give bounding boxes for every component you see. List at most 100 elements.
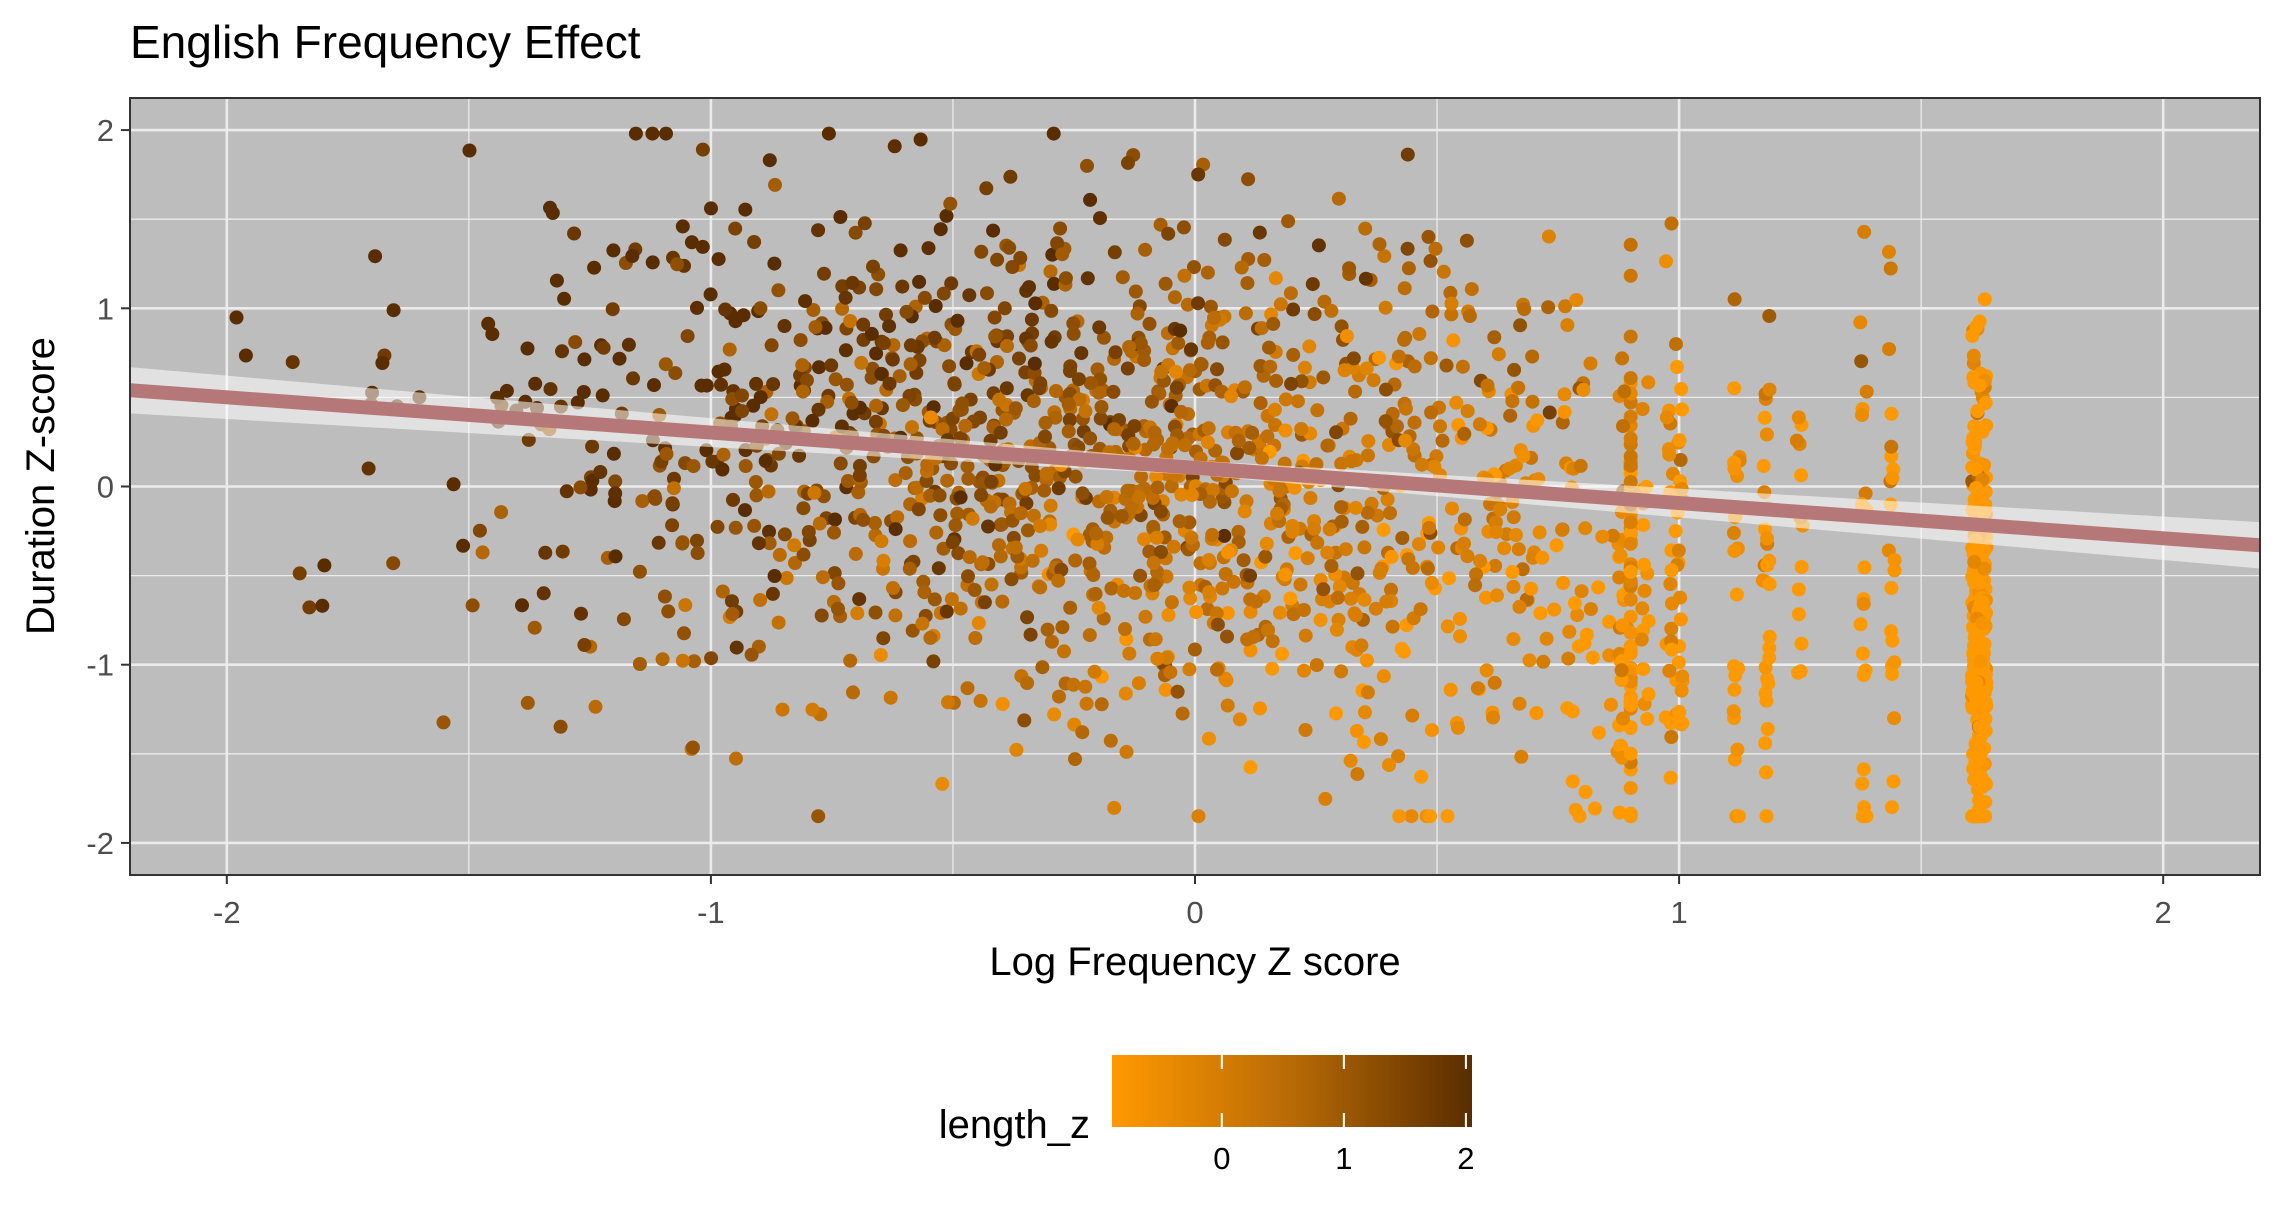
scatter-point [1249,594,1264,609]
scatter-point [1118,622,1132,636]
scatter-point [1062,412,1077,427]
scatter-point [1396,644,1411,659]
scatter-point [1578,785,1593,799]
scatter-point [1977,685,1992,700]
scatter-point [1588,801,1602,816]
scatter-point [762,536,777,551]
scatter-point [1107,245,1122,260]
scatter-point [1791,582,1806,597]
scatter-point [1078,679,1093,694]
scatter-point [1270,506,1285,521]
scatter-point [1294,422,1309,436]
scatter-point [1183,591,1198,606]
scatter-point [926,654,941,669]
scatter-point [1283,286,1298,301]
scatter-point [869,282,884,297]
scatter-point [1243,760,1258,775]
scatter-point [1444,307,1459,322]
scatter-point [1885,667,1899,682]
scatter-point [1044,634,1059,649]
scatter-point [645,255,660,270]
scatter-point [882,376,897,391]
x-tick-label: -2 [213,895,241,930]
scatter-point [805,702,820,717]
scatter-point [944,276,959,291]
scatter-point [1119,632,1134,647]
scatter-point [1379,594,1394,609]
scatter-point [1343,411,1358,426]
scatter-point [520,341,535,356]
scatter-point [1573,458,1588,473]
scatter-point [1975,595,1990,610]
scatter-point [728,314,743,329]
scatter-point [1968,462,1983,477]
scatter-point [1671,543,1686,558]
scatter-point [1013,506,1028,521]
scatter-point [1623,781,1638,796]
scatter-point [1189,605,1204,620]
scatter-point [1329,706,1343,721]
scatter-point [1272,605,1287,620]
scatter-point [1354,638,1369,653]
scatter-point [665,518,680,533]
scatter-point [626,371,640,386]
scatter-point [1092,320,1107,335]
scatter-point [1444,296,1459,311]
scatter-point [1070,532,1085,547]
scatter-point [939,208,954,223]
scatter-point [1017,713,1032,728]
scatter-point [1054,562,1069,577]
scatter-point [1977,561,1992,576]
scatter-point [1567,596,1582,611]
scatter-point [726,492,740,507]
scatter-point [1261,623,1276,638]
scatter-point [950,313,965,328]
scatter-point [1435,433,1450,448]
scatter-point [1334,500,1349,515]
scatter-point [1147,425,1162,440]
scatter-point [375,356,390,370]
scatter-point [767,569,782,583]
legend-ticks: 0 1 2 [1213,1055,1475,1176]
scatter-point [1760,558,1775,573]
scatter-point [960,681,975,696]
scatter-point [1320,545,1335,560]
scatter-point [1472,417,1487,432]
scatter-point [1412,537,1426,552]
scatter-point [1591,580,1606,595]
scatter-point [1114,509,1129,524]
scatter-point [1287,480,1302,495]
scatter-point [947,377,962,392]
scatter-point [1093,411,1108,426]
scatter-point [1259,536,1274,551]
scatter-point [1516,448,1531,463]
scatter-point [1965,701,1980,716]
scatter-point [772,547,787,562]
legend: length_z 0 1 2 [939,1055,1475,1176]
scatter-point [657,589,672,604]
scatter-point [536,586,551,601]
scatter-point [1200,265,1215,280]
scatter-point [1794,468,1809,483]
scatter-point [1662,447,1677,462]
scatter-point [1033,519,1048,534]
scatter-point [898,466,913,481]
scatter-point [753,301,768,316]
scatter-point [1978,775,1993,790]
scatter-point [555,544,570,559]
scatter-point [1294,374,1309,389]
scatter-point [606,446,621,461]
scatter-point [499,383,514,398]
scatter-point [1674,382,1689,396]
scatter-point [1583,602,1598,617]
scatter-point [1887,563,1902,578]
scatter-point [1440,809,1455,824]
scatter-point [1574,584,1589,599]
scatter-point [1460,404,1475,419]
scatter-point [1220,606,1235,621]
scatter-point [1577,636,1592,651]
scatter-point [795,384,810,399]
scatter-point [993,549,1008,564]
scatter-point [1541,300,1556,315]
scatter-point [1425,304,1440,319]
